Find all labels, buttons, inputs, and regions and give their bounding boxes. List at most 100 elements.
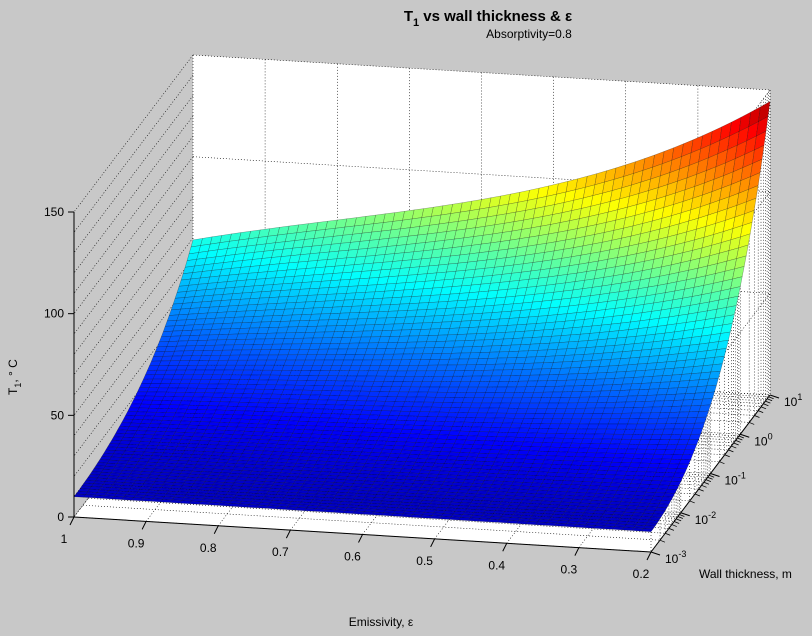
surface-patch	[704, 385, 717, 393]
surface-patch	[690, 428, 703, 435]
x-axis-label: Emissivity, ε	[349, 615, 414, 629]
surface-patch	[702, 391, 715, 400]
y-minor-tick	[659, 539, 666, 543]
surface-patch	[678, 459, 691, 465]
y-minor-tick	[731, 445, 737, 449]
z-gridline	[192, 54, 771, 248]
surface-patch	[662, 492, 676, 498]
x-tick	[285, 529, 291, 539]
x-tick	[358, 534, 363, 543]
y-minor-tick	[665, 532, 671, 536]
z-minor-gridline	[73, 95, 194, 253]
surface-plot	[73, 101, 771, 532]
surface-patch	[641, 528, 654, 532]
y-minor-tick	[737, 437, 743, 441]
y-minor-tick	[703, 481, 710, 485]
y-minor-tick	[705, 479, 712, 482]
surface-patch	[684, 444, 697, 450]
x-tick	[502, 543, 508, 552]
y-minor-tick	[698, 488, 704, 492]
x-tick-label: 0.8	[200, 541, 217, 555]
surface-patch	[708, 371, 721, 380]
y-tick-label: 101	[784, 392, 802, 409]
y-minor-tick	[668, 527, 675, 531]
z-tick-label: 100	[44, 307, 64, 321]
x-tick-label: 1	[61, 532, 68, 546]
y-minor-tick	[733, 442, 739, 446]
x-tick	[141, 521, 147, 530]
chart-title: T1 vs wall thickness & ε	[404, 8, 572, 29]
z-axis-label-rest: , ° C	[6, 359, 20, 383]
y-minor-tick	[677, 516, 684, 519]
x-tick-label: 0.9	[128, 536, 145, 550]
y-minor-tick	[754, 415, 760, 418]
y-minor-tick	[701, 484, 707, 488]
y-minor-tick	[738, 435, 745, 439]
x-tick	[574, 547, 580, 556]
chart-title-rest: vs wall thickness & ε	[419, 8, 572, 25]
surface-patch	[694, 416, 707, 424]
y-gridline	[82, 235, 661, 541]
surface-patch	[676, 463, 689, 469]
z-minor-gridline	[73, 115, 194, 274]
x-tick-label: 0.6	[344, 550, 361, 564]
surface-patch	[692, 422, 705, 429]
x-tick	[213, 525, 219, 534]
z-tick-label: 50	[51, 408, 65, 422]
y-minor-tick	[674, 521, 680, 524]
y-minor-tick	[719, 461, 725, 465]
surface-patch	[666, 485, 680, 490]
z-tick-label: 150	[44, 205, 64, 219]
y-minor-tick	[728, 449, 734, 453]
chart-subtitle: Absorptivity=0.8	[486, 27, 572, 41]
z-axis-label: T1, ° C	[6, 359, 23, 395]
surface-patch	[682, 449, 695, 455]
y-minor-tick	[749, 422, 755, 425]
x-tick	[646, 551, 652, 561]
y-minor-tick	[760, 406, 767, 410]
surface-patch	[672, 472, 685, 478]
y-tick-label: 10-3	[665, 549, 686, 566]
surface-patch	[688, 434, 701, 440]
z-minor-gridline	[73, 156, 194, 314]
chart-title-main: T	[404, 8, 413, 25]
z-gridline	[192, 156, 771, 349]
surface-patch	[657, 503, 670, 508]
surface-patch	[664, 489, 678, 494]
y-minor-tick	[694, 493, 701, 497]
y-minor-tick	[708, 474, 715, 478]
z-minor-gridline	[73, 75, 194, 233]
y-minor-tick	[735, 439, 741, 443]
y-tick-label: 10-2	[695, 510, 716, 527]
y-tick	[650, 551, 661, 556]
y-axis-label: Wall thickness, m	[699, 567, 792, 581]
surface-patch	[686, 439, 699, 445]
y-minor-tick	[765, 400, 771, 404]
y-minor-tick	[724, 454, 730, 458]
surface-patch	[680, 454, 693, 460]
y-tick-label: 100	[754, 431, 772, 448]
z-minor-gridline	[73, 136, 194, 294]
x-tick-label: 0.2	[633, 567, 650, 581]
surface-patch	[674, 468, 687, 474]
surface-patch	[668, 481, 682, 486]
x-tick-label: 0.7	[272, 545, 289, 559]
y-minor-tick	[768, 396, 774, 400]
x-tick-label: 0.5	[416, 554, 433, 568]
x-tick	[430, 538, 436, 548]
surface-patch	[700, 398, 713, 406]
y-minor-tick	[689, 500, 695, 504]
y-minor-tick	[758, 410, 764, 413]
x-tick-label: 0.3	[561, 563, 578, 577]
surface-patch	[706, 378, 719, 387]
x-tick-label: 0.4	[488, 558, 505, 572]
y-gridline	[88, 228, 666, 534]
y-minor-tick	[766, 398, 773, 402]
y-minor-tick	[675, 518, 682, 522]
y-minor-tick	[707, 476, 713, 480]
y-minor-tick	[763, 403, 769, 407]
surface-patch	[660, 496, 674, 501]
surface-patch	[696, 410, 709, 418]
surface-patch	[670, 476, 683, 482]
